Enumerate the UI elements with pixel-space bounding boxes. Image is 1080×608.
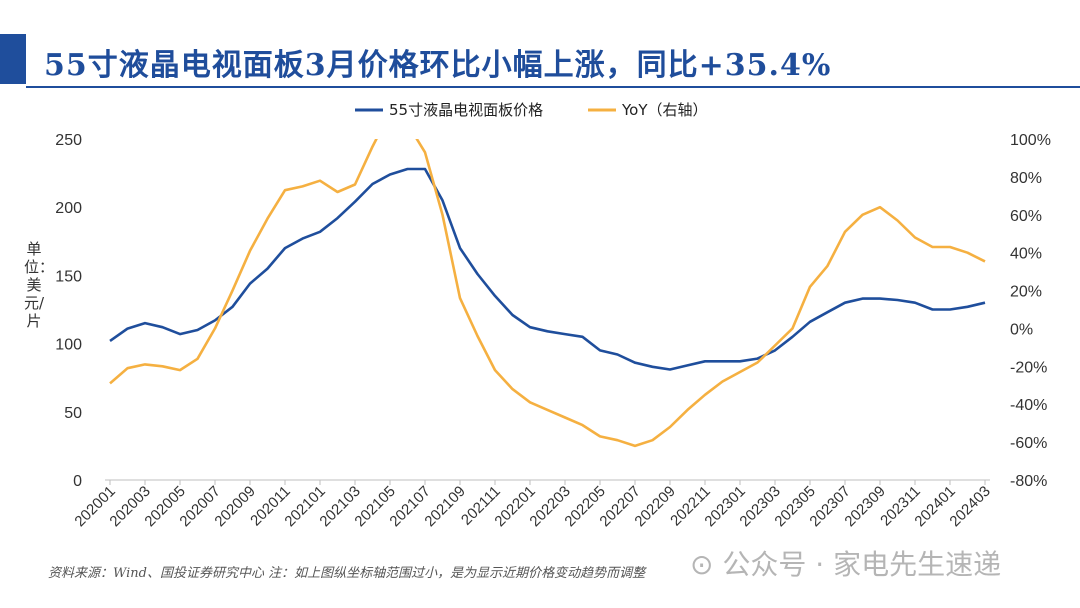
y-tick-label: 0 (73, 473, 82, 490)
y-right-tick-label: -80% (1010, 473, 1047, 490)
title-underline (26, 86, 1080, 88)
y-right-tick-label: -60% (1010, 435, 1047, 452)
y-right-tick-label: 100% (1010, 132, 1051, 149)
source-note: 资料来源：Wind、国投证券研究中心 注：如上图纵坐标轴范围过小，是为显示近期价… (48, 566, 646, 581)
y-right-tick-label: -40% (1010, 397, 1047, 414)
y-tick-label: 200 (55, 200, 82, 217)
page-title: 55寸液晶电视面板3月价格环比小幅上涨，同比+35.4% (44, 48, 832, 83)
y-right-tick-label: 40% (1010, 246, 1042, 263)
y-tick-label: 150 (55, 268, 82, 285)
y-right-tick-label: 60% (1010, 208, 1042, 225)
legend-price-label: 55寸液晶电视面板价格 (389, 101, 543, 119)
y-right-tick-label: 20% (1010, 284, 1042, 301)
y-right-tick-label: 80% (1010, 170, 1042, 187)
yoy-series-line (109, 139, 986, 448)
y-tick-label: 250 (55, 132, 82, 149)
title-accent-bar (0, 34, 26, 84)
y-tick-label: 100 (55, 337, 82, 354)
legend-yoy-label: YoY（右轴） (621, 101, 708, 119)
y-right-tick-label: 0% (1010, 321, 1033, 338)
watermark: ⊙ 公众号 · 家电先生速递 (690, 548, 1002, 581)
price-series-line (109, 167, 986, 371)
y-right-tick-label: -20% (1010, 359, 1047, 376)
y-axis-label: 单位：美元/片 (24, 240, 55, 330)
y-tick-label: 50 (64, 405, 82, 422)
